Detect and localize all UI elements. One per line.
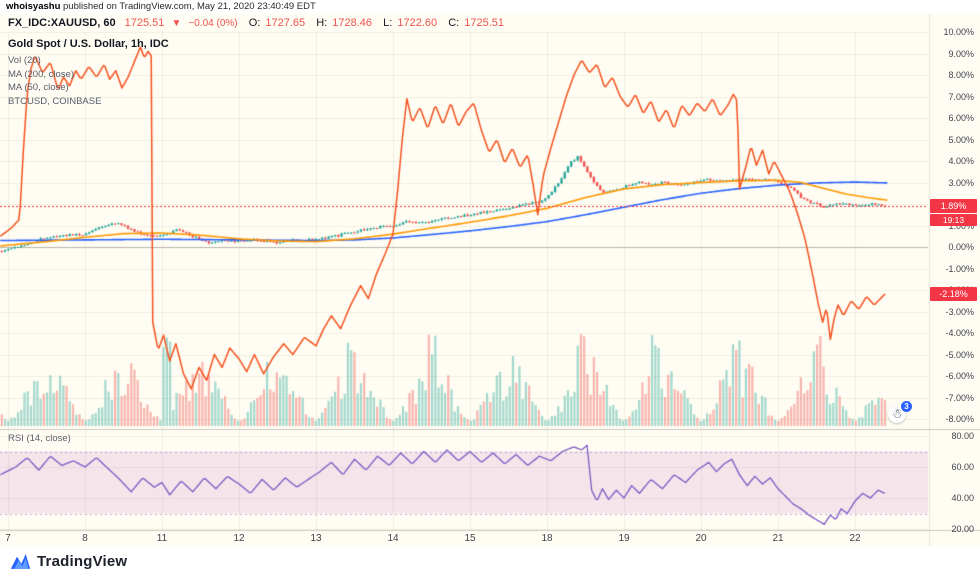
percent-axis-label: 7.00% (948, 91, 974, 102)
legend-item-btcusd: BTCUSD, COINBASE (8, 95, 102, 107)
legend-title: Gold Spot / U.S. Dollar, 1h, IDC (8, 38, 169, 50)
time-axis-label: 8 (82, 533, 88, 544)
percent-axis-label: 4.00% (948, 156, 974, 166)
percent-axis-label: 3.00% (948, 177, 974, 188)
legend-item-ma200: MA (200, close) (8, 68, 74, 80)
btc-last-value-badge: -2.18% (930, 287, 977, 301)
time-axis-label: 14 (387, 533, 399, 544)
open-value: 1727.65 (265, 17, 306, 29)
percent-axis-label: -1.00% (945, 263, 974, 274)
rsi-axis-label: 20.00 (951, 524, 974, 534)
open-label: O: (248, 17, 261, 29)
percent-axis-label: 9.00% (948, 48, 974, 59)
percent-axis-label: -8.00% (945, 414, 974, 424)
percent-axis-label: -6.00% (945, 371, 974, 381)
price-change: −0.04 (0%) (188, 18, 238, 29)
footer-bar: TradingView (0, 546, 980, 580)
high-value: 1728.46 (332, 17, 373, 29)
percent-axis-label: -4.00% (945, 328, 974, 338)
rsi-axis-label: 40.00 (951, 493, 974, 503)
bar-countdown-badge: 19:13 (930, 214, 977, 226)
high-label: H: (316, 17, 328, 29)
tradingview-logo-icon (10, 554, 31, 569)
symbol-name: FX_IDC:XAUUSD, 60 (8, 17, 116, 29)
legend-item-volume: Vol (20) (8, 55, 41, 66)
tradingview-logo[interactable]: TradingView (10, 552, 127, 570)
legend-item-ma50: MA (50, close) (8, 82, 69, 93)
time-axis-label: 19 (618, 533, 630, 544)
time-axis-label: 22 (849, 533, 861, 544)
chart-legend: Gold Spot / U.S. Dollar, 1h, IDC Vol (20… (8, 38, 169, 108)
time-axis-label: 13 (310, 533, 322, 544)
low-label: L: (383, 17, 393, 29)
rsi-pane-label: RSI (14, close) (8, 433, 71, 444)
reaction-badge[interactable]: ☃ 3 (888, 401, 912, 425)
last-price: 1725.51 (124, 17, 165, 29)
low-value: 1722.60 (397, 17, 438, 29)
rsi-axis-label: 60.00 (951, 462, 974, 472)
percent-axis-label: 5.00% (948, 134, 974, 145)
percent-axis-label: -5.00% (945, 349, 974, 360)
time-axis-label: 11 (156, 533, 168, 544)
last-price-badge: 1.89% (930, 199, 977, 213)
time-axis-label: 20 (695, 533, 707, 544)
percent-axis-label: 0.00% (948, 242, 974, 252)
close-label: C: (448, 17, 460, 29)
rsi-axis-label: 80.00 (951, 431, 974, 441)
tradingview-brand-text: TradingView (37, 552, 128, 570)
down-arrow-icon: ▼ (171, 18, 182, 29)
percent-axis-label: -3.00% (945, 306, 974, 317)
percent-axis-label: 10.00% (943, 27, 974, 37)
time-axis-label: 21 (772, 533, 784, 544)
time-axis-label: 15 (464, 533, 476, 544)
time-axis-label: 12 (233, 533, 245, 544)
percent-axis-label: 6.00% (948, 113, 974, 123)
reaction-count: 3 (901, 401, 912, 412)
time-axis-label: 18 (541, 533, 553, 544)
percent-axis-label: -7.00% (945, 392, 974, 403)
percent-axis-label: 8.00% (948, 70, 974, 80)
time-axis-label: 7 (5, 533, 11, 544)
symbol-info-row: FX_IDC:XAUUSD, 60 1725.51 ▼ −0.04 (0%) O… (8, 17, 504, 29)
close-value: 1725.51 (464, 17, 505, 29)
